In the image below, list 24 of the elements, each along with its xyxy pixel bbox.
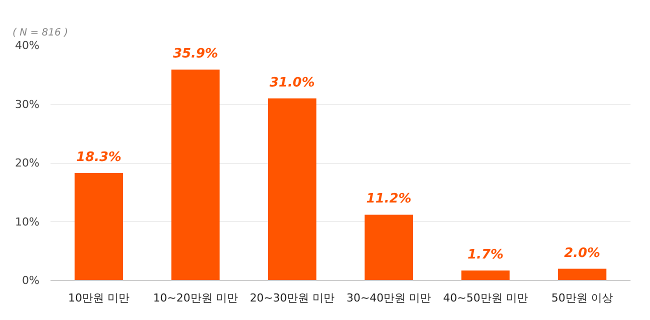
x-tick-label: 30~40만원 미만 bbox=[346, 292, 432, 304]
bar bbox=[171, 70, 220, 280]
y-tick-label: 20% bbox=[15, 156, 40, 170]
data-label: 2.0% bbox=[564, 246, 600, 261]
x-tick-label: 40~50만원 미만 bbox=[443, 292, 528, 304]
data-label: 1.7% bbox=[467, 248, 504, 263]
y-tick-label: 10% bbox=[15, 215, 40, 228]
bar bbox=[461, 270, 510, 280]
x-tick-label: 50만원 이상 bbox=[551, 292, 613, 304]
y-tick-label: 0% bbox=[22, 274, 40, 287]
x-tick-label: 10~20만원 미만 bbox=[153, 292, 238, 304]
y-tick-label: 30% bbox=[15, 98, 40, 111]
bar bbox=[558, 268, 606, 280]
bar bbox=[268, 98, 316, 280]
data-label: 35.9% bbox=[172, 46, 218, 62]
y-tick-label: 40% bbox=[15, 39, 40, 52]
text: ( N = 816 ) bbox=[12, 28, 68, 38]
data-label: 18.3% bbox=[76, 150, 122, 165]
bar bbox=[364, 214, 413, 280]
data-label: 11.2% bbox=[366, 192, 412, 207]
data-label: 31.0% bbox=[270, 75, 315, 90]
bar bbox=[74, 172, 123, 280]
x-tick-label: 10만원 미만 bbox=[68, 292, 130, 304]
x-tick-label: 20~30만원 미만 bbox=[250, 292, 335, 304]
